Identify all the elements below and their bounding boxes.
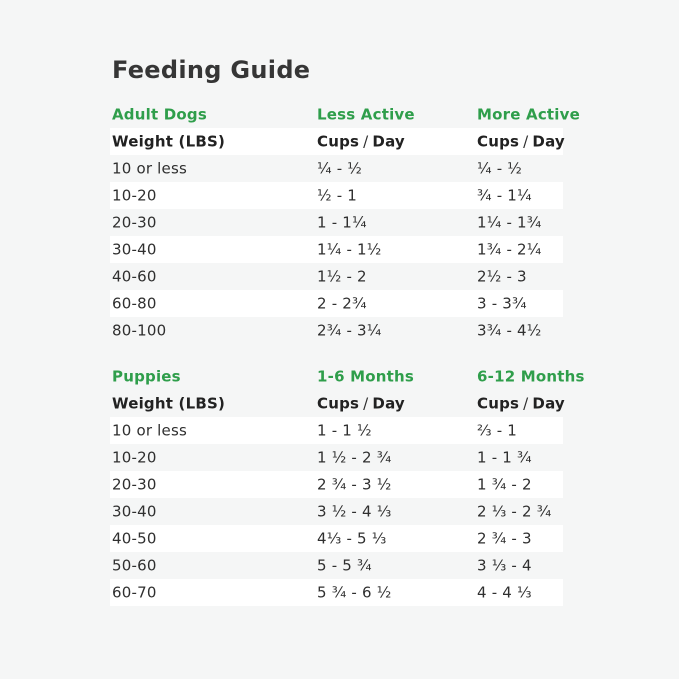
weight-cell: 10-20 [112,448,157,466]
table-row: 60-80 2 - 2¾ 3 - 3¾ [110,290,563,317]
less-active-value: 2 - 2¾ [317,294,367,312]
weight-cell: 10-20 [112,186,157,204]
months-6-12-value: ⅔ - 1 [477,421,518,439]
section-title-puppies: Puppies [112,367,181,386]
more-active-value: 3 - 3¾ [477,294,527,312]
more-active-value: 1¼ - 1¾ [477,213,542,231]
more-active-value: 1¾ - 2¼ [477,240,542,258]
slash-glyph: / [523,394,529,412]
weight-cell: 30-40 [112,240,157,258]
weight-cell: 20-30 [112,213,157,231]
months-1-6-value: 3 ½ - 4 ⅓ [317,502,392,520]
months-1-6-value: 5 - 5 ¾ [317,556,372,574]
puppies-header-row: Puppies 1-6 Months 6-12 Months [110,364,584,390]
table-row: 60-70 5 ¾ - 6 ½ 4 - 4 ⅓ [110,579,563,606]
slash-glyph: / [363,394,369,412]
col-group-1-6-months: 1-6 Months [317,367,415,386]
adult-dogs-header-row: Adult Dogs Less Active More Active [110,102,580,128]
months-1-6-value: 1 - 1 ½ [317,421,372,439]
table-row: 10-20 1 ½ - 2 ¾ 1 - 1 ¾ [110,444,563,471]
table-row: 20-30 2 ¾ - 3 ½ 1 ¾ - 2 [110,471,563,498]
weight-cell: 40-50 [112,529,157,547]
weight-cell: 10 or less [112,159,187,177]
cups-day-header: Cups / Day [317,394,405,412]
weight-cell: 50-60 [112,556,157,574]
months-1-6-value: 2 ¾ - 3 ½ [317,475,392,493]
weight-cell: 60-70 [112,583,157,601]
slash-glyph: / [523,132,529,150]
weight-cell: 60-80 [112,294,157,312]
col-group-less-active: Less Active [317,105,415,124]
more-active-value: 2½ - 3 [477,267,527,285]
months-6-12-value: 2 ¾ - 3 [477,529,532,547]
cups-day-header: Cups / Day [477,132,565,150]
table-row: 40-60 1½ - 2 2½ - 3 [110,263,563,290]
more-active-value: ¾ - 1¼ [477,186,532,204]
page-title: Feeding Guide [112,56,311,84]
less-active-value: 1½ - 2 [317,267,367,285]
section-title-adult-dogs: Adult Dogs [112,105,207,124]
months-6-12-value: 4 - 4 ⅓ [477,583,532,601]
table-row: 10-20 ½ - 1 ¾ - 1¼ [110,182,563,209]
months-6-12-value: 1 ¾ - 2 [477,475,532,493]
weight-cell: 10 or less [112,421,187,439]
weight-cell: 40-60 [112,267,157,285]
months-6-12-value: 1 - 1 ¾ [477,448,532,466]
table-row: 10 or less ¼ - ½ ¼ - ½ [110,155,563,182]
cups-day-header: Cups / Day [477,394,565,412]
weight-header: Weight (LBS) [112,394,226,412]
table-row: 40-50 4⅓ - 5 ⅓ 2 ¾ - 3 [110,525,563,552]
table-row: 80-100 2¾ - 3¼ 3¾ - 4½ [110,317,563,344]
months-6-12-value: 2 ⅓ - 2 ¾ [477,502,552,520]
more-active-value: 3¾ - 4½ [477,321,542,339]
table-row: 30-40 3 ½ - 4 ⅓ 2 ⅓ - 2 ¾ [110,498,563,525]
less-active-value: ¼ - ½ [317,159,363,177]
adult-table-header-row: Weight (LBS) Cups / Day Cups / Day [110,128,565,155]
months-1-6-value: 5 ¾ - 6 ½ [317,583,392,601]
table-row: 50-60 5 - 5 ¾ 3 ⅓ - 4 [110,552,563,579]
col-group-more-active: More Active [477,105,580,124]
less-active-value: ½ - 1 [317,186,358,204]
adult-dogs-table: Adult Dogs Less Active More Active Weigh… [110,102,580,344]
table-row: 20-30 1 - 1¼ 1¼ - 1¾ [110,209,563,236]
months-1-6-value: 1 ½ - 2 ¾ [317,448,392,466]
more-active-value: ¼ - ½ [477,159,523,177]
table-row: 10 or less 1 - 1 ½ ⅔ - 1 [110,417,563,444]
puppies-table: Puppies 1-6 Months 6-12 Months Weight (L… [110,364,584,606]
months-1-6-value: 4⅓ - 5 ⅓ [317,529,387,547]
less-active-value: 2¾ - 3¼ [317,321,382,339]
less-active-value: 1 - 1¼ [317,213,367,231]
weight-cell: 80-100 [112,321,167,339]
cups-day-header: Cups / Day [317,132,405,150]
slash-glyph: / [363,132,369,150]
weight-cell: 30-40 [112,502,157,520]
weight-cell: 20-30 [112,475,157,493]
table-row: 30-40 1¼ - 1½ 1¾ - 2¼ [110,236,563,263]
col-group-6-12-months: 6-12 Months [477,367,585,386]
months-6-12-value: 3 ⅓ - 4 [477,556,532,574]
puppies-table-header-row: Weight (LBS) Cups / Day Cups / Day [110,390,565,417]
weight-header: Weight (LBS) [112,132,226,150]
less-active-value: 1¼ - 1½ [317,240,382,258]
